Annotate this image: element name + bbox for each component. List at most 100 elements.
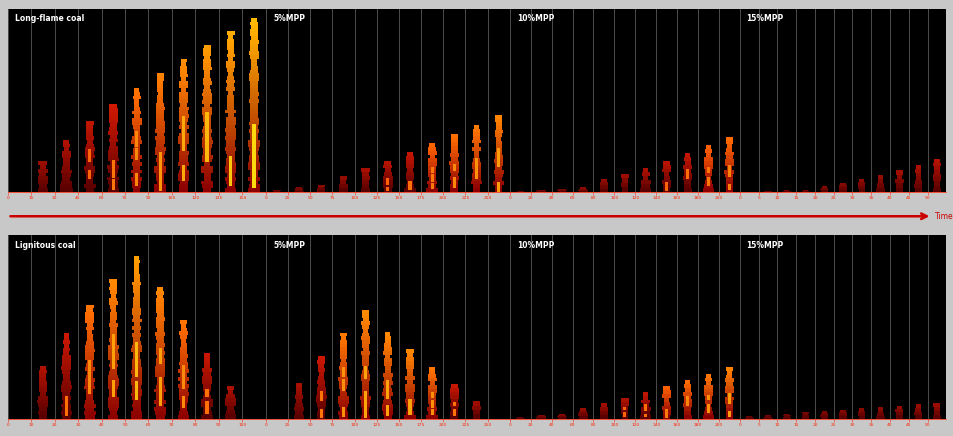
Bar: [86, 305, 93, 308]
Bar: [204, 44, 211, 48]
Bar: [133, 274, 139, 278]
Bar: [762, 418, 772, 419]
Bar: [495, 166, 501, 170]
Bar: [361, 310, 369, 314]
Bar: [62, 355, 71, 359]
Bar: [87, 323, 92, 327]
Bar: [473, 188, 479, 192]
Bar: [155, 336, 164, 340]
Bar: [250, 125, 257, 129]
Bar: [204, 56, 211, 59]
Bar: [203, 388, 212, 392]
Bar: [157, 99, 163, 103]
Bar: [155, 370, 165, 374]
Bar: [703, 385, 712, 389]
Bar: [453, 181, 456, 187]
Bar: [704, 378, 711, 382]
Bar: [179, 365, 188, 369]
Bar: [228, 390, 233, 394]
Bar: [451, 134, 457, 138]
Bar: [706, 395, 709, 400]
Bar: [684, 380, 690, 384]
Bar: [134, 256, 139, 259]
Bar: [180, 335, 187, 339]
Bar: [384, 358, 392, 362]
Bar: [179, 74, 188, 77]
Bar: [60, 181, 72, 184]
Bar: [179, 331, 188, 335]
Bar: [599, 189, 608, 192]
Bar: [683, 173, 691, 177]
Bar: [557, 416, 566, 417]
Bar: [723, 170, 734, 174]
Bar: [382, 180, 393, 184]
Bar: [250, 151, 258, 155]
Bar: [86, 133, 93, 136]
Bar: [133, 322, 140, 326]
Bar: [226, 65, 235, 68]
Bar: [132, 136, 141, 140]
Bar: [360, 351, 370, 355]
Bar: [86, 327, 93, 330]
Bar: [362, 411, 369, 415]
Bar: [475, 166, 477, 174]
Bar: [156, 306, 164, 310]
Bar: [643, 403, 646, 407]
Bar: [225, 109, 235, 113]
Bar: [226, 173, 234, 177]
Bar: [294, 415, 303, 419]
Bar: [133, 330, 140, 334]
Bar: [383, 388, 392, 392]
Bar: [132, 404, 141, 408]
Bar: [85, 147, 94, 151]
Bar: [820, 417, 827, 419]
Bar: [913, 184, 922, 188]
Bar: [110, 312, 116, 316]
Bar: [727, 399, 730, 405]
Bar: [820, 189, 827, 191]
Bar: [157, 92, 163, 95]
Bar: [426, 188, 437, 192]
Bar: [154, 388, 166, 392]
Bar: [158, 377, 162, 392]
Bar: [858, 183, 864, 186]
Bar: [155, 332, 165, 336]
Bar: [319, 391, 322, 399]
Bar: [250, 110, 257, 114]
Bar: [132, 311, 141, 315]
Bar: [430, 392, 434, 398]
Bar: [429, 382, 435, 385]
Bar: [894, 179, 902, 183]
Bar: [744, 418, 753, 419]
Bar: [156, 381, 164, 385]
Bar: [203, 148, 211, 151]
Bar: [204, 392, 211, 395]
Bar: [558, 417, 565, 419]
Bar: [579, 408, 585, 411]
Bar: [449, 177, 458, 181]
Bar: [250, 40, 258, 44]
Bar: [706, 179, 709, 184]
Bar: [725, 188, 732, 192]
Bar: [180, 373, 187, 377]
Bar: [63, 400, 70, 404]
Bar: [227, 106, 233, 109]
Bar: [110, 411, 117, 415]
Bar: [248, 166, 259, 170]
Bar: [155, 140, 165, 143]
Bar: [154, 366, 165, 370]
Bar: [111, 309, 115, 312]
Bar: [61, 366, 71, 370]
Bar: [112, 334, 114, 351]
Bar: [156, 110, 164, 114]
Bar: [110, 330, 116, 334]
Bar: [154, 147, 166, 151]
Bar: [86, 173, 93, 177]
Bar: [249, 122, 258, 125]
Bar: [108, 382, 118, 385]
Bar: [180, 350, 187, 354]
Bar: [339, 392, 347, 396]
Bar: [61, 404, 71, 407]
Bar: [430, 183, 434, 189]
Bar: [914, 415, 921, 419]
